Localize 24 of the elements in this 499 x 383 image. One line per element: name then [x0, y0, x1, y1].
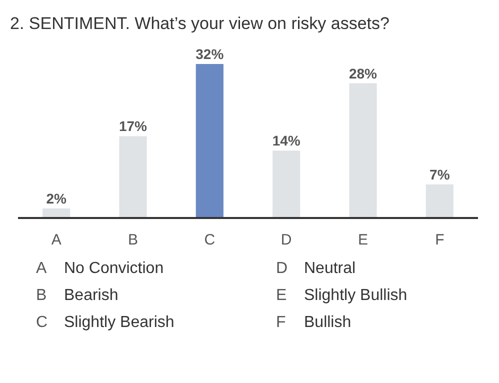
data-label: 17% — [118, 118, 148, 134]
bar — [196, 64, 224, 218]
x-tick-label: E — [358, 232, 368, 249]
text: F Bullish — [276, 314, 352, 332]
text: D Neutral — [276, 260, 356, 278]
text: B Bearish — [36, 287, 118, 305]
data-label: 14% — [272, 132, 301, 149]
text: E Slightly Bullish — [276, 287, 408, 305]
x-tick-label: D — [280, 232, 292, 249]
text: C Slightly Bearish — [36, 314, 174, 332]
bar — [272, 150, 300, 218]
data-label: 7% — [430, 166, 450, 182]
data-label: 32% — [196, 46, 224, 62]
data-label: 2% — [46, 190, 67, 206]
bar — [349, 83, 377, 218]
bar — [119, 136, 147, 218]
x-tick-label: B — [128, 232, 138, 249]
x-tick-label: A — [51, 232, 62, 249]
x-tick-label: F — [435, 232, 444, 249]
chart-title: 2. SENTIMENT. What’s your view on risky assets? — [9, 13, 390, 34]
data-label: 28% — [348, 65, 378, 82]
bar — [426, 184, 454, 218]
text: A No Conviction — [36, 260, 164, 278]
x-tick-label: C — [204, 232, 216, 249]
